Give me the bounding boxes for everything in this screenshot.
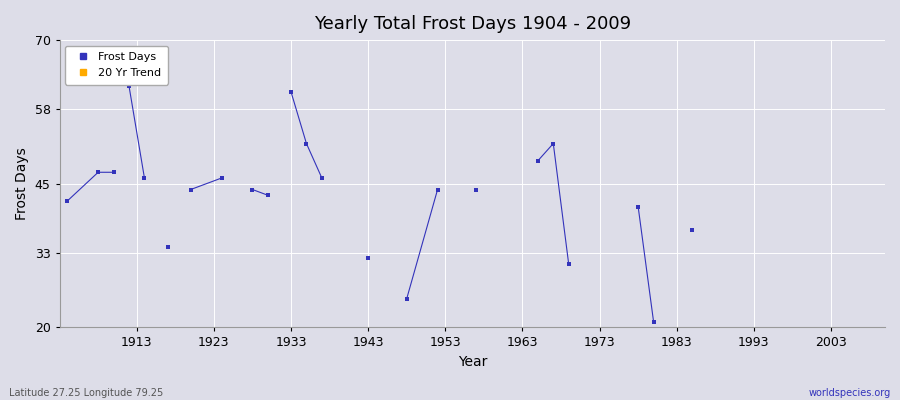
Title: Yearly Total Frost Days 1904 - 2009: Yearly Total Frost Days 1904 - 2009 <box>314 15 631 33</box>
Y-axis label: Frost Days: Frost Days <box>15 147 29 220</box>
X-axis label: Year: Year <box>457 355 487 369</box>
Text: worldspecies.org: worldspecies.org <box>809 388 891 398</box>
Legend: Frost Days, 20 Yr Trend: Frost Days, 20 Yr Trend <box>65 46 168 84</box>
Text: Latitude 27.25 Longitude 79.25: Latitude 27.25 Longitude 79.25 <box>9 388 163 398</box>
